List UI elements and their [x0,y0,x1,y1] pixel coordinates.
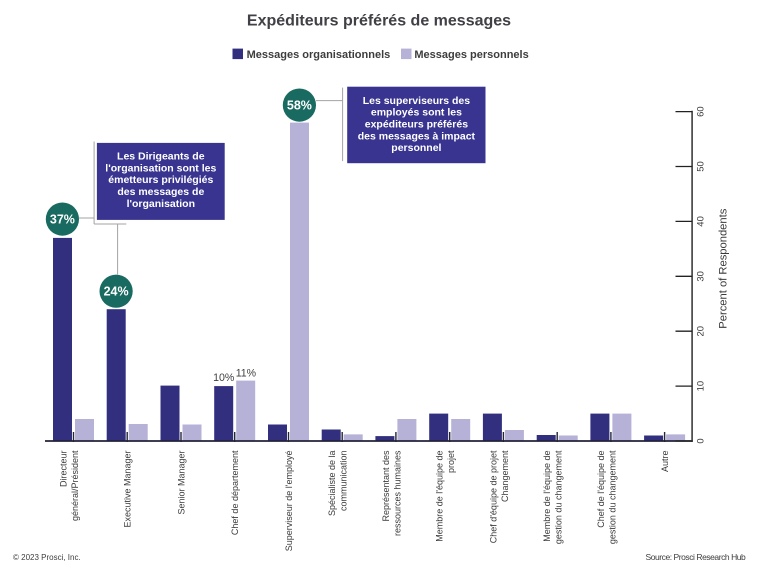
svg-text:Directeur: Directeur [59,451,69,488]
svg-text:20: 20 [696,326,707,337]
svg-text:gestion du changement: gestion du changement [607,450,617,544]
svg-text:© 2023 Prosci, Inc.: © 2023 Prosci, Inc. [13,553,81,562]
svg-text:Les Dirigeants de: Les Dirigeants de [117,151,205,163]
svg-text:Expéditeurs préférés de messag: Expéditeurs préférés de messages [247,13,511,30]
svg-text:10%: 10% [213,372,235,384]
svg-text:11%: 11% [236,367,257,379]
svg-text:gestion du changement: gestion du changement [554,450,564,544]
svg-text:des messages à impact: des messages à impact [358,130,476,142]
svg-text:Chef de département: Chef de département [230,450,240,535]
svg-text:l'organisation: l'organisation [127,198,195,210]
svg-text:0: 0 [696,438,707,443]
svg-text:Changement: Changement [500,450,510,502]
svg-text:projet: projet [446,450,456,473]
svg-text:Executive Manager: Executive Manager [123,451,133,528]
svg-text:l'organisation sont les: l'organisation sont les [105,162,216,174]
svg-text:Spécialiste de la: Spécialiste de la [327,451,337,517]
svg-text:Messages organisationnels: Messages organisationnels [247,49,391,61]
svg-text:37%: 37% [50,213,75,227]
svg-text:général/Président: général/Président [70,450,80,521]
svg-text:Senior Manager: Senior Manager [177,451,187,515]
svg-text:40: 40 [696,216,707,227]
svg-text:Messages personnels: Messages personnels [414,49,528,61]
svg-text:des messages de: des messages de [117,186,204,198]
svg-text:communication: communication [339,451,349,512]
svg-text:expéditeurs préférés: expéditeurs préférés [365,119,468,131]
svg-text:Autre: Autre [660,451,670,473]
svg-text:Les superviseurs des: Les superviseurs des [363,95,471,107]
svg-text:Source: Prosci Research Hub: Source: Prosci Research Hub [646,552,747,562]
svg-text:60: 60 [696,106,707,117]
svg-text:employés sont les: employés sont les [371,107,462,119]
svg-text:émetteurs privilégiés: émetteurs privilégiés [108,174,213,186]
svg-text:Superviseur de l'employé: Superviseur de l'employé [284,451,294,552]
svg-text:58%: 58% [287,99,312,113]
svg-text:ressources humaines: ressources humaines [392,450,402,536]
svg-text:Chef d'équipe de projet: Chef d'équipe de projet [488,450,498,543]
svg-text:personnel: personnel [391,142,441,154]
svg-text:24%: 24% [104,285,129,299]
svg-text:10: 10 [696,381,707,392]
svg-text:50: 50 [696,161,707,172]
svg-text:Chef de l'équipe de: Chef de l'équipe de [596,451,606,528]
svg-text:Membre de l'équipe de: Membre de l'équipe de [542,451,552,542]
svg-text:Percent of Respondents: Percent of Respondents [718,208,730,328]
svg-text:30: 30 [696,271,707,282]
svg-text:Membre de l'équipe de: Membre de l'équipe de [435,451,445,542]
svg-text:Représentant des: Représentant des [381,450,391,522]
